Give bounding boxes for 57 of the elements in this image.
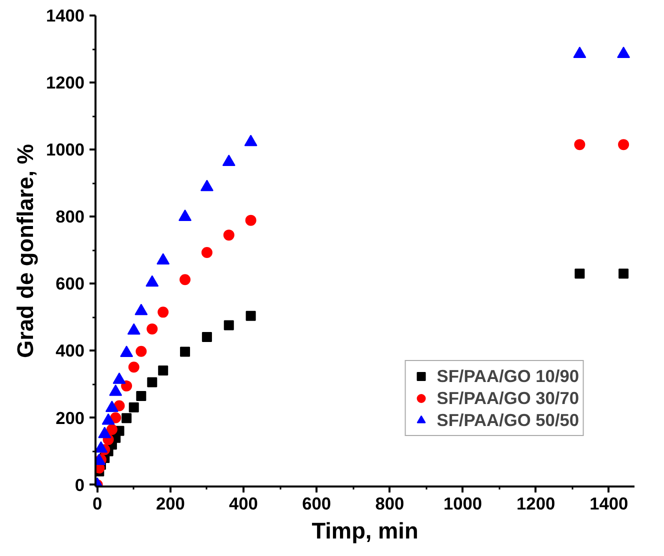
- y-tick-label: 1400: [46, 6, 85, 26]
- point: [224, 320, 234, 330]
- point: [244, 134, 258, 146]
- y-tick-label: 400: [56, 340, 85, 361]
- point: [128, 362, 140, 373]
- y-tick-label: 600: [56, 274, 85, 294]
- point: [136, 390, 146, 401]
- y-tick-label: 1000: [46, 140, 85, 160]
- point: [110, 412, 122, 424]
- legend-label: SF/PAA/GO 30/70: [436, 387, 579, 409]
- point: [156, 253, 170, 265]
- y-axis-title: Grad de gonflare, %: [12, 144, 38, 358]
- point: [158, 366, 168, 376]
- point: [128, 402, 139, 412]
- point: [180, 274, 191, 286]
- point: [178, 210, 192, 221]
- x-tick-label: 1000: [443, 494, 482, 514]
- point: [574, 139, 586, 150]
- x-tick-label: 800: [375, 494, 404, 514]
- point: [121, 380, 132, 392]
- point: [122, 413, 132, 424]
- x-tick-label: 1400: [590, 494, 628, 514]
- point: [200, 180, 214, 192]
- x-axis-title: Timp, min: [312, 518, 418, 544]
- point: [573, 46, 586, 58]
- x-tick-label: 1200: [516, 494, 556, 514]
- point: [618, 268, 629, 279]
- point: [146, 275, 159, 287]
- point: [246, 310, 256, 321]
- y-tick-label: 1200: [46, 72, 85, 93]
- point: [134, 304, 148, 316]
- legend-label: SF/PAA/GO 10/90: [436, 365, 579, 387]
- y-tick-label: 800: [56, 206, 85, 227]
- point: [180, 346, 190, 357]
- point: [201, 247, 212, 258]
- x-tick-label: 400: [229, 494, 258, 514]
- point: [574, 268, 585, 279]
- point: [127, 323, 140, 335]
- point: [202, 332, 212, 342]
- legend-label: SF/PAA/GO 50/50: [436, 409, 579, 431]
- point: [245, 214, 256, 226]
- point: [106, 424, 118, 435]
- x-tick-label: 200: [156, 494, 185, 514]
- x-tick-label: 600: [302, 494, 332, 514]
- point: [158, 306, 169, 318]
- point: [618, 139, 630, 150]
- point: [223, 230, 234, 241]
- point: [222, 154, 236, 166]
- point: [105, 400, 118, 412]
- x-tick-label: 0: [92, 494, 102, 514]
- point: [120, 346, 134, 358]
- point: [617, 46, 630, 58]
- point: [147, 377, 158, 388]
- y-tick-label: 200: [56, 408, 85, 428]
- point: [146, 323, 158, 334]
- y-tick-label: 0: [74, 474, 85, 495]
- point: [136, 346, 147, 357]
